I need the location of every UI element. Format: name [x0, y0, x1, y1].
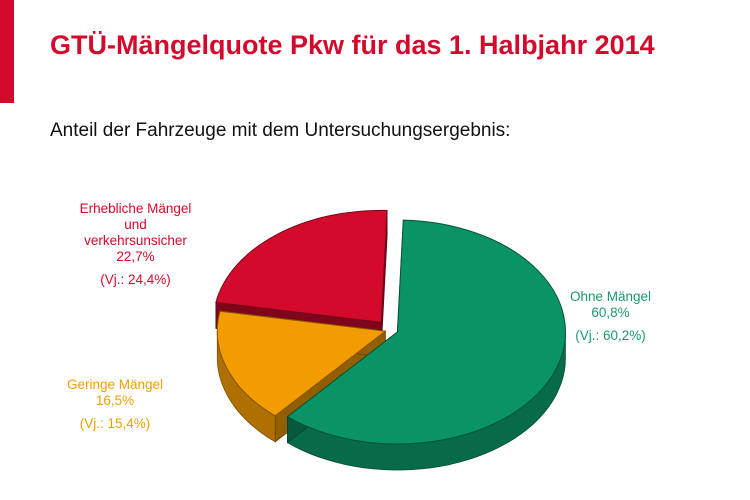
- label-name-line: Ohne Mängel: [569, 289, 652, 304]
- label-ohne-maengel: Ohne Mängel 60,8% (Vj.: 60,2%): [548, 289, 673, 344]
- label-previous-year: (Vj.: 60,2%): [575, 328, 646, 343]
- pie-slice-ohne-m-ngel: [286, 219, 566, 445]
- label-name-line: und: [124, 217, 147, 232]
- label-geringe-maengel: Geringe Mängel 16,5% (Vj.: 15,4%): [50, 377, 180, 432]
- slide-subtitle: Anteil der Fahrzeuge mit dem Untersuchun…: [50, 120, 511, 141]
- label-previous-year: (Vj.: 24,4%): [100, 272, 171, 287]
- pie-top-layer: [215, 209, 566, 445]
- label-previous-year: (Vj.: 15,4%): [79, 416, 151, 431]
- accent-bar: [0, 0, 14, 103]
- pie-slice-geringe-m-ngel: [216, 310, 387, 417]
- label-value: 16,5%: [95, 393, 135, 408]
- label-erhebliche-maengel: Erhebliche Mängel und verkehrsunsicher 2…: [58, 201, 213, 288]
- label-value: 60,8%: [591, 305, 630, 320]
- label-name-line: verkehrsunsicher: [84, 233, 187, 248]
- label-name-line: Erhebliche Mängel: [79, 201, 192, 216]
- label-name-line: Geringe Mängel: [66, 377, 164, 392]
- label-value: 22,7%: [116, 249, 155, 264]
- pie-slice-erhebliche-m-ngel-und-verkehrsunsicher: [215, 209, 388, 323]
- slide-title: GTÜ-Mängelquote Pkw für das 1. Halbjahr …: [50, 30, 655, 60]
